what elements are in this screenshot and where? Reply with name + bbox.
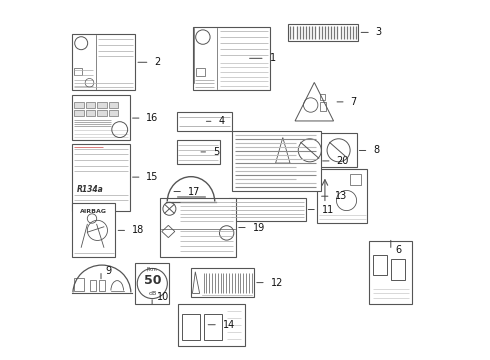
Bar [86, 110, 95, 116]
Bar [74, 110, 84, 116]
Bar [74, 68, 82, 75]
Text: 5: 5 [213, 147, 219, 157]
Bar [109, 102, 118, 108]
Bar [317, 169, 368, 223]
Bar [350, 174, 361, 185]
Bar [72, 95, 130, 140]
Text: 15: 15 [147, 172, 159, 182]
Bar [232, 131, 320, 191]
Text: dB: dB [148, 291, 156, 296]
Bar [196, 68, 205, 76]
Bar [204, 314, 222, 340]
Text: 11: 11 [321, 204, 334, 215]
Text: 12: 12 [270, 278, 283, 288]
Bar [160, 198, 236, 257]
Text: 18: 18 [132, 225, 144, 235]
Bar [90, 280, 96, 291]
Text: 1: 1 [270, 53, 275, 63]
Bar [275, 157, 279, 164]
Text: 3: 3 [376, 27, 382, 37]
Bar [288, 24, 358, 41]
Bar [135, 263, 170, 304]
Text: 9: 9 [106, 266, 112, 276]
Bar [281, 157, 285, 164]
Bar [178, 304, 245, 346]
Text: 4: 4 [219, 116, 224, 126]
Bar [72, 203, 116, 257]
Bar [99, 280, 104, 291]
Bar [319, 94, 325, 100]
Bar [182, 314, 200, 340]
Bar [272, 133, 357, 167]
Text: 8: 8 [373, 145, 379, 156]
Bar [176, 112, 232, 131]
Bar [74, 278, 84, 291]
Text: l/km: l/km [147, 267, 158, 272]
Bar [72, 34, 135, 90]
Text: 20: 20 [337, 156, 349, 166]
Text: 6: 6 [395, 245, 402, 255]
Text: AIRBAG: AIRBAG [80, 209, 107, 214]
Text: 50: 50 [144, 274, 161, 287]
Bar [98, 102, 107, 108]
Bar [72, 144, 130, 211]
Bar [191, 268, 254, 297]
Text: 16: 16 [147, 113, 159, 123]
Bar [109, 110, 118, 116]
Text: R134a: R134a [77, 185, 103, 194]
Text: 19: 19 [252, 222, 265, 233]
Text: 14: 14 [222, 320, 235, 330]
Bar [74, 102, 84, 108]
Bar [98, 110, 107, 116]
Text: 2: 2 [154, 57, 161, 67]
Text: 10: 10 [157, 292, 169, 302]
Bar [319, 102, 326, 111]
Bar [373, 255, 387, 275]
Text: 17: 17 [188, 186, 200, 197]
Text: 7: 7 [350, 97, 357, 107]
Bar [86, 102, 95, 108]
Bar [176, 140, 220, 164]
Bar [193, 27, 270, 90]
Bar [229, 198, 306, 221]
Text: 13: 13 [335, 191, 347, 201]
Bar [369, 241, 413, 304]
Bar [391, 259, 405, 280]
